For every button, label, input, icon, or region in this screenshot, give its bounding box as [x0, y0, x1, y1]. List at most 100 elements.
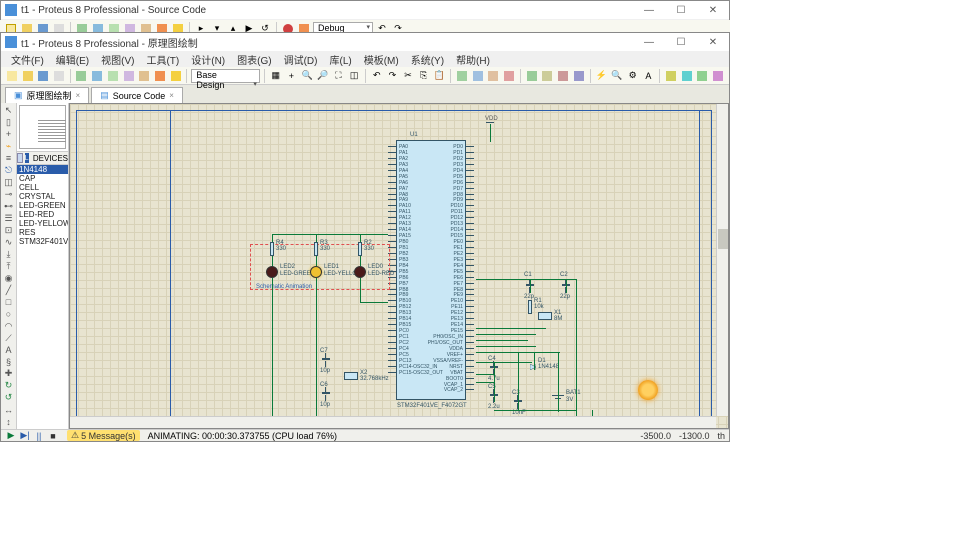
vertical-scrollbar[interactable]: [716, 104, 728, 416]
led2[interactable]: [266, 266, 278, 278]
close-icon[interactable]: ×: [76, 91, 81, 100]
minimize-button[interactable]: —: [637, 5, 661, 16]
home-icon[interactable]: [75, 69, 89, 83]
device-item[interactable]: CELL: [17, 183, 68, 192]
close-button[interactable]: ✕: [701, 37, 725, 48]
menu-template-2[interactable]: 模板(M): [358, 52, 405, 67]
cut-icon[interactable]: ✂: [401, 69, 415, 83]
search-icon[interactable]: 🔍: [610, 69, 624, 83]
decompose-icon[interactable]: [572, 69, 586, 83]
path-icon[interactable]: ⟋: [2, 333, 16, 344]
component-mode-icon[interactable]: ▯: [2, 117, 16, 128]
probe-i-icon[interactable]: ⤒: [2, 261, 16, 272]
x2[interactable]: [344, 372, 358, 380]
undo-icon[interactable]: ↶: [370, 69, 384, 83]
text-script-icon[interactable]: ≡: [2, 153, 16, 164]
device-item[interactable]: LED-RED: [17, 210, 68, 219]
r3[interactable]: [314, 242, 318, 256]
lib-icon[interactable]: L: [25, 153, 29, 163]
rotate-ccw-icon[interactable]: ↺: [2, 392, 16, 403]
close-doc-icon[interactable]: [52, 69, 66, 83]
zoom-fit-icon[interactable]: ⛶: [332, 69, 346, 83]
block-delete-icon[interactable]: [502, 69, 516, 83]
schematic-icon[interactable]: [90, 69, 104, 83]
device-item[interactable]: LED-YELLOW: [17, 219, 68, 228]
netlist-icon[interactable]: [680, 69, 694, 83]
property-icon[interactable]: ⚙: [626, 69, 640, 83]
menu-view-2[interactable]: 视图(V): [95, 52, 140, 67]
save-icon[interactable]: [36, 69, 50, 83]
device-pin-icon[interactable]: ⊷: [2, 201, 16, 212]
device-item[interactable]: RES: [17, 228, 68, 237]
selection-mode-icon[interactable]: ↖: [2, 105, 16, 116]
ares-icon[interactable]: [696, 69, 710, 83]
minimize-button[interactable]: —: [637, 37, 661, 48]
device-item[interactable]: STM32F401VE_F4072E: [17, 237, 68, 246]
device-item[interactable]: CRYSTAL: [17, 192, 68, 201]
origin-icon[interactable]: +: [285, 69, 299, 83]
package-icon[interactable]: [556, 69, 570, 83]
play-button[interactable]: ▶: [5, 431, 17, 441]
zoom-out-icon[interactable]: 🔎: [316, 69, 330, 83]
tab-schematic[interactable]: ▣ 原理图绘制 ×: [5, 87, 89, 103]
maximize-button[interactable]: ☐: [669, 5, 693, 16]
device-item[interactable]: LED-GREEN: [17, 201, 68, 210]
c6[interactable]: [322, 392, 330, 394]
tape-icon[interactable]: ⊡: [2, 225, 16, 236]
text-icon[interactable]: A: [642, 69, 656, 83]
symbol-icon[interactable]: §: [2, 356, 16, 367]
device-item[interactable]: 1N4148: [17, 165, 68, 174]
r1[interactable]: [528, 300, 532, 314]
tab-source-code[interactable]: ▤ Source Code ×: [91, 87, 183, 103]
horizontal-scrollbar[interactable]: [70, 416, 716, 428]
pcb-icon[interactable]: [106, 69, 120, 83]
rotate-cw-icon[interactable]: ↻: [2, 380, 16, 391]
flip-h-icon[interactable]: ↔: [2, 404, 16, 415]
stop-button[interactable]: ■: [47, 431, 59, 441]
open-icon[interactable]: [21, 69, 35, 83]
circle-icon[interactable]: ○: [2, 309, 16, 320]
flip-v-icon[interactable]: ↕: [2, 416, 16, 427]
device-item[interactable]: CAP: [17, 174, 68, 183]
menu-tool-2[interactable]: 工具(T): [140, 52, 185, 67]
r2[interactable]: [358, 242, 362, 256]
erc-icon[interactable]: [664, 69, 678, 83]
pause-button[interactable]: ||: [33, 431, 45, 441]
code-icon[interactable]: [169, 69, 183, 83]
generator-icon[interactable]: ∿: [2, 237, 16, 248]
menu-debug-2[interactable]: 调试(D): [278, 52, 324, 67]
pick-icon[interactable]: [525, 69, 539, 83]
copy-icon[interactable]: ⎘: [417, 69, 431, 83]
text-2d-icon[interactable]: A: [2, 345, 16, 356]
block-rotate-icon[interactable]: [487, 69, 501, 83]
line-icon[interactable]: ╱: [2, 285, 16, 296]
new-icon[interactable]: [5, 69, 19, 83]
redo-icon[interactable]: ↷: [386, 69, 400, 83]
menu-graph-2[interactable]: 图表(G): [231, 52, 277, 67]
overview-thumbnail[interactable]: [19, 105, 66, 149]
marker-icon[interactable]: ✚: [2, 368, 16, 379]
zoom-in-icon[interactable]: 🔍: [300, 69, 314, 83]
close-icon[interactable]: ×: [169, 91, 174, 100]
grid-icon[interactable]: ▦: [269, 69, 283, 83]
messages-badge[interactable]: ⚠ 5 Message(s): [67, 430, 140, 441]
paste-icon[interactable]: 📋: [433, 69, 447, 83]
chip-u1[interactable]: PA0PA1PA2PA3PA4PA5PA6PA7PA8PA9PA10PA11PA…: [396, 140, 466, 400]
maximize-button[interactable]: ☐: [669, 37, 693, 48]
zoom-area-icon[interactable]: ◫: [347, 69, 361, 83]
3d-icon[interactable]: [122, 69, 136, 83]
label-icon[interactable]: ⌁: [2, 141, 16, 152]
x1[interactable]: [538, 312, 552, 320]
probe-v-icon[interactable]: ⤓: [2, 249, 16, 260]
box-icon[interactable]: □: [2, 297, 16, 308]
led1[interactable]: [310, 266, 322, 278]
bom2-icon[interactable]: [711, 69, 725, 83]
terminal-icon[interactable]: ⊸: [2, 189, 16, 200]
schematic-canvas[interactable]: VDD U1 PA0PA1PA2PA3PA4PA5PA6PA7PA8PA9PA1…: [69, 103, 729, 429]
menu-edit-2[interactable]: 编辑(E): [50, 52, 95, 67]
menu-design-2[interactable]: 设计(N): [185, 52, 231, 67]
device-list[interactable]: 1N4148 CAP CELL CRYSTAL LED-GREEN LED-RE…: [17, 165, 68, 429]
r4[interactable]: [270, 242, 274, 256]
menu-help-2[interactable]: 帮助(H): [450, 52, 496, 67]
subcircuit-icon[interactable]: ◫: [2, 177, 16, 188]
